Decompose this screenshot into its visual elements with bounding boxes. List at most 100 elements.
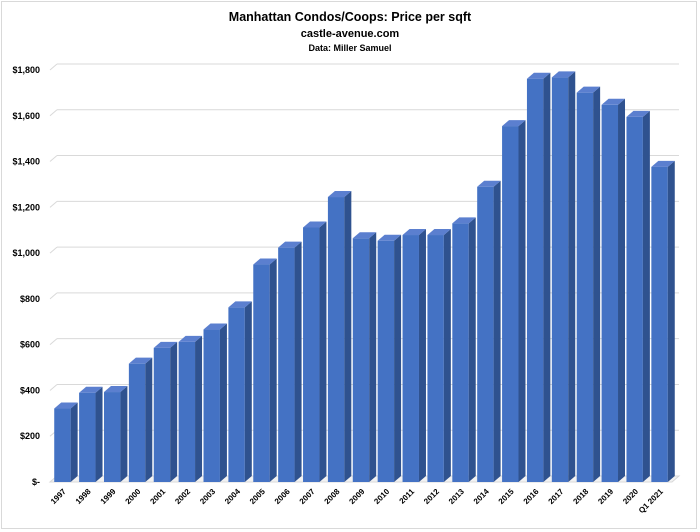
bar-front: [253, 264, 270, 482]
bar-top: [377, 234, 402, 241]
bar-top: [79, 386, 103, 393]
bar: [601, 98, 626, 483]
bar-side: [418, 229, 426, 482]
bar: [502, 120, 526, 483]
bar-top: [303, 221, 327, 228]
bar-top: [477, 180, 501, 187]
bar-top: [601, 98, 626, 105]
bar: [303, 221, 327, 482]
x-tick-label: 2018: [571, 487, 590, 506]
bar-side: [145, 357, 153, 482]
x-tick-label: Q1 2021: [637, 487, 665, 515]
bar-side: [493, 180, 501, 482]
gridline-depth: [49, 63, 58, 71]
bar: [253, 258, 277, 482]
x-tick-label: 2017: [547, 487, 566, 506]
y-tick-label: $-: [32, 477, 40, 487]
x-tick-label: 2014: [472, 487, 491, 506]
bar-side: [593, 86, 601, 482]
bar: [427, 229, 451, 482]
bar-side: [70, 402, 78, 482]
y-tick-label: $1,800: [12, 65, 40, 75]
x-tick-label: 2006: [273, 487, 292, 506]
x-tick-label: 2009: [347, 487, 366, 506]
bar-top: [402, 229, 426, 236]
bar-front: [402, 235, 419, 482]
chart-title: Manhattan Condos/Coops: Price per sqft: [228, 10, 472, 24]
bar-front: [79, 392, 96, 482]
bar-front: [526, 78, 544, 482]
bar-top: [352, 232, 377, 239]
bar-top: [128, 357, 153, 364]
x-tick-label: 2011: [398, 487, 417, 506]
bar-top: [253, 258, 277, 265]
bar-front: [477, 186, 494, 482]
x-tick-label: 2015: [497, 487, 516, 506]
bars: [54, 71, 675, 483]
x-tick-label: 2000: [124, 487, 143, 506]
bar: [79, 386, 103, 482]
bar-side: [120, 386, 128, 482]
bar-top: [626, 110, 650, 117]
bar-side: [344, 191, 352, 483]
bar-top: [576, 86, 601, 93]
bar-front: [601, 104, 619, 483]
y-tick-label: $1,000: [12, 248, 40, 258]
bar: [153, 341, 178, 482]
bar-front: [153, 347, 171, 482]
bar-front: [203, 329, 220, 482]
bar-side: [667, 160, 675, 482]
x-tick-label: 2010: [372, 487, 391, 506]
bar-top: [452, 217, 476, 224]
x-axis: 1997 1998 1999 2000 2001 2002 2003 2004 2005 2006…: [49, 487, 665, 515]
chart-subtitle: castle-avenue.com: [300, 28, 400, 40]
bar: [178, 335, 203, 482]
y-tick-label: $800: [20, 294, 40, 304]
x-tick-label: 2007: [298, 487, 317, 506]
x-tick-label: 2002: [173, 487, 192, 506]
bar: [103, 386, 128, 482]
x-tick-label: 2004: [223, 487, 242, 506]
bar-side: [269, 258, 277, 482]
bar-side: [642, 110, 650, 482]
y-axis: $- $200 $400 $600 $800 $1,000 $1,200 $1,400 $1,6…: [12, 65, 40, 487]
bar: [128, 357, 153, 482]
bar-top: [203, 323, 227, 330]
bar-front: [452, 223, 469, 482]
x-tick-label: 2016: [522, 487, 541, 506]
x-tick-label: 1997: [49, 487, 68, 506]
y-tick-label: $1,600: [12, 111, 40, 121]
bar-front: [502, 126, 519, 483]
y-tick-label: $1,200: [12, 202, 40, 212]
gridline-depth: [49, 200, 58, 208]
x-tick-label: 2012: [422, 487, 441, 506]
bar-front: [128, 363, 146, 482]
bar-top: [526, 72, 551, 79]
bar: [352, 232, 377, 482]
bar-front: [278, 247, 295, 482]
x-tick-label: 2019: [596, 487, 615, 506]
x-tick-label: 2013: [447, 487, 466, 506]
bar-top: [502, 120, 526, 127]
y-tick-label: $200: [20, 431, 40, 441]
chart-titles: Manhattan Condos/Coops: Price per sqft c…: [0, 8, 700, 55]
x-tick-label: 2003: [198, 487, 217, 506]
bar-top: [54, 402, 78, 409]
bar: [203, 323, 227, 482]
y-tick-label: $400: [20, 385, 40, 395]
bar-front: [427, 235, 444, 482]
bar-side: [468, 217, 476, 482]
gridline-depth: [49, 292, 58, 300]
bar: [651, 160, 675, 482]
bar-front: [228, 307, 245, 482]
bar-top: [228, 301, 252, 308]
bar-top: [178, 335, 203, 342]
bar: [551, 71, 576, 482]
bar-front: [651, 166, 668, 482]
bar-front: [303, 227, 320, 482]
bar-top: [278, 241, 302, 248]
bar-side: [568, 71, 576, 482]
x-tick-label: 2001: [148, 487, 167, 506]
bar-side: [170, 341, 178, 482]
